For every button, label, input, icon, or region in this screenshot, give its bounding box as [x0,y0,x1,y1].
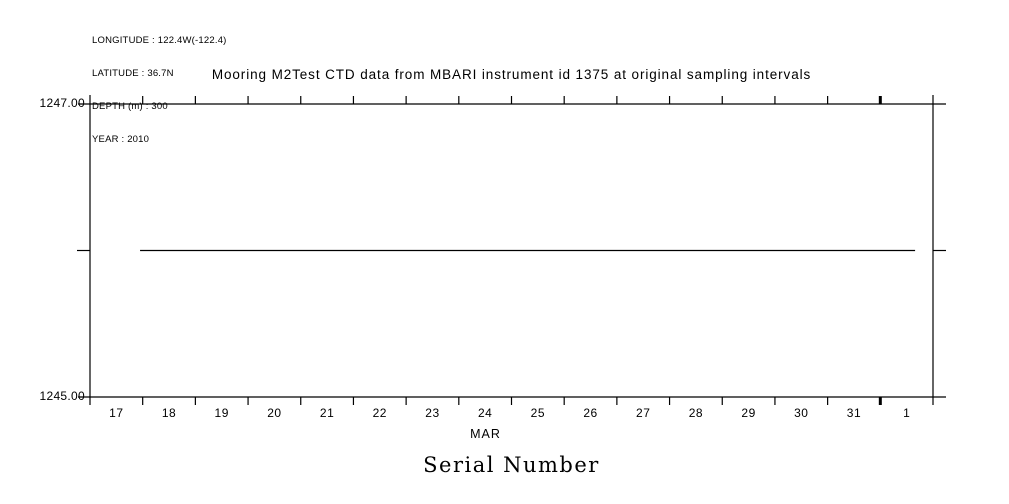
x-day-label: 22 [373,406,387,420]
x-day-label: 17 [109,406,123,420]
metadata-latitude: LATITUDE : 36.7N [92,68,174,79]
x-day-label: 23 [425,406,439,420]
x-day-label: 1 [903,406,910,420]
x-day-label: 21 [320,406,334,420]
x-day-label: 28 [689,406,703,420]
x-day-label: 30 [794,406,808,420]
x-day-label: 18 [162,406,176,420]
chart-title: Mooring M2Test CTD data from MBARI instr… [211,67,812,82]
x-day-label: 26 [583,406,597,420]
x-day-label: 27 [636,406,650,420]
x-day-label: 19 [215,406,229,420]
metadata-longitude: LONGITUDE : 122.4W(-122.4) [92,35,227,46]
x-day-label: 20 [267,406,281,420]
metadata-depth: DEPTH (m) : 300 [92,101,168,112]
x-day-label: 24 [478,406,492,420]
x-day-label: 29 [741,406,755,420]
x-day-label: 25 [531,406,545,420]
x-axis-month-label: MAR [470,427,501,441]
y-axis-tick-label-max: 1247.00 [39,96,85,110]
y-axis-tick-label-min: 1245.00 [39,389,85,403]
x-day-label: 31 [847,406,861,420]
metadata-year: YEAR : 2010 [92,134,150,145]
bottom-axis-parameter-label: Serial Number [423,453,600,477]
station-metadata-block: LONGITUDE : 122.4W(-122.4) LATITUDE : 36… [92,13,227,156]
